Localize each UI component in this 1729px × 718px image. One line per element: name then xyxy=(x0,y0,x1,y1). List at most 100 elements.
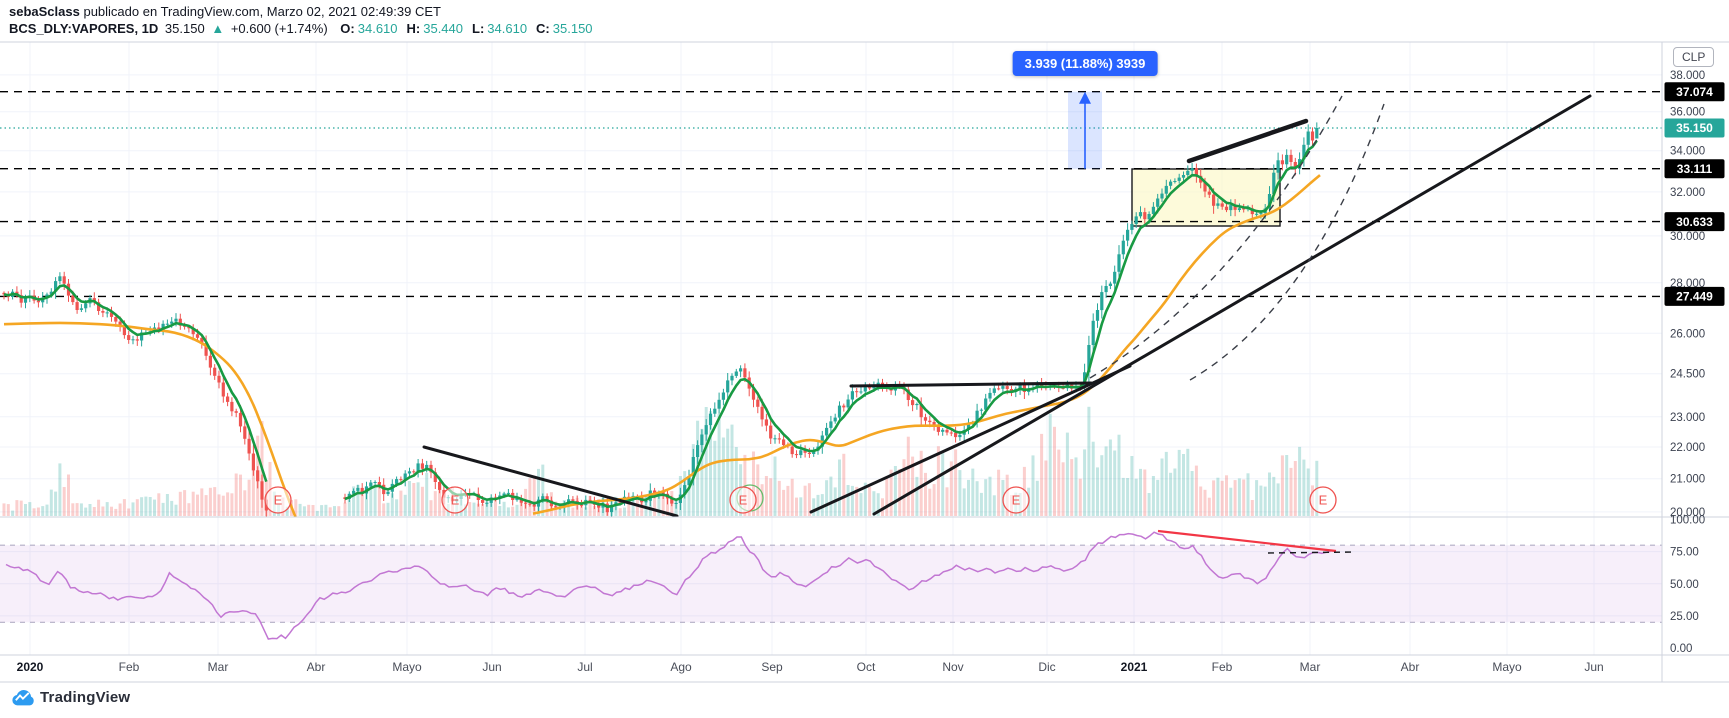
volume-bar xyxy=(1164,451,1168,516)
volume-bar xyxy=(144,496,148,516)
volume-bar xyxy=(174,504,178,516)
volume-bar xyxy=(161,502,165,516)
candle-body xyxy=(243,426,247,439)
volume-bar xyxy=(1147,493,1151,516)
volume-bar xyxy=(1083,449,1087,516)
volume-bar xyxy=(541,464,545,516)
candle-body xyxy=(157,327,161,330)
candle-body xyxy=(1302,144,1306,160)
price-badges: 37.074 35.150 33.111 30.633 27.449 xyxy=(1664,82,1725,306)
volume-bar xyxy=(932,484,936,516)
volume-bar xyxy=(420,486,424,516)
candle-body xyxy=(773,438,777,440)
candle-body xyxy=(161,323,165,330)
volume-bar xyxy=(1177,449,1181,516)
price-tick-label: 28.000 xyxy=(1670,278,1705,290)
volume-bar xyxy=(377,483,381,516)
volume-bar xyxy=(799,497,803,516)
rsi-band-fill xyxy=(0,545,1662,623)
candle-body xyxy=(395,479,399,484)
candle-body xyxy=(1173,181,1177,182)
volume-bar xyxy=(36,507,40,516)
triangle-resistance xyxy=(849,381,1093,388)
volume-bar xyxy=(1031,455,1035,516)
volume-bar xyxy=(1173,468,1177,516)
volume-bar xyxy=(148,497,152,516)
candle-body xyxy=(36,300,40,303)
long-uptrend-support xyxy=(872,94,1592,516)
volume xyxy=(2,406,1319,516)
trendlines xyxy=(422,94,1592,518)
candle-body xyxy=(407,471,412,474)
time-tick-label: Feb xyxy=(119,660,140,674)
volume-bar xyxy=(153,499,156,516)
volume-bar xyxy=(208,487,212,516)
candle-body xyxy=(135,339,139,341)
ma-fast-line xyxy=(344,139,1318,508)
tradingview-logo[interactable]: TradingView xyxy=(10,688,130,707)
volume-bar xyxy=(881,498,884,516)
rsi-tick-label: 75.00 xyxy=(1670,547,1699,559)
candle-body xyxy=(1138,212,1143,217)
candle-body xyxy=(764,419,768,426)
volume-bar xyxy=(127,508,131,516)
candle-body xyxy=(717,399,721,409)
consolidation-box xyxy=(1131,168,1281,227)
volume-bar xyxy=(365,493,368,516)
candle-body xyxy=(696,445,700,457)
earnings-marker: E xyxy=(264,486,292,514)
earnings-marker: E xyxy=(1002,486,1030,514)
last-price: 35.150 xyxy=(164,21,205,36)
ma-slow-line xyxy=(3,321,297,517)
volume-bar xyxy=(67,474,70,516)
volume-bar xyxy=(485,501,489,516)
candle-body xyxy=(708,413,713,426)
currency-button[interactable]: CLP xyxy=(1673,47,1715,67)
volume-bar xyxy=(962,488,966,516)
candle-body xyxy=(54,281,58,292)
candle-body xyxy=(1315,128,1319,139)
volume-bar xyxy=(975,481,979,516)
candle-body xyxy=(1207,191,1211,195)
candle-body xyxy=(644,500,648,503)
volume-bar xyxy=(1246,473,1250,516)
candle-body xyxy=(178,318,182,326)
volume-bar xyxy=(1289,467,1293,516)
volume-bar xyxy=(425,473,429,516)
volume-bar xyxy=(984,479,988,516)
volume-bar xyxy=(2,503,6,516)
time-tick-label: Mar xyxy=(1300,660,1321,674)
candle-body xyxy=(545,496,549,501)
volume-bar xyxy=(979,492,983,516)
volume-bar xyxy=(661,491,665,516)
rsi-tick-label: 0.00 xyxy=(1670,643,1692,655)
candle-body xyxy=(75,302,79,310)
candle-body xyxy=(949,432,953,434)
volume-bar xyxy=(584,507,588,516)
candle-body xyxy=(118,321,122,327)
candle-body xyxy=(416,463,420,472)
volume-bar xyxy=(863,482,867,516)
volume-bar xyxy=(1293,461,1297,516)
volume-bar xyxy=(472,502,476,516)
candle-body xyxy=(247,438,251,454)
volume-bar xyxy=(1151,476,1155,516)
volume-bar xyxy=(41,506,45,516)
volume-bar xyxy=(79,503,83,516)
candle-body xyxy=(751,388,756,400)
candle-body xyxy=(687,476,691,486)
volume-bar xyxy=(1268,472,1271,516)
volume-bar xyxy=(829,476,833,516)
rsi-tick-label: 100.00 xyxy=(1670,515,1705,527)
candle-body xyxy=(915,404,919,406)
candle-body xyxy=(661,492,665,494)
candle-body xyxy=(863,387,867,392)
candle-body xyxy=(230,401,234,412)
volume-bar xyxy=(114,508,118,516)
volume-bar xyxy=(54,491,58,516)
candle-body xyxy=(760,406,764,420)
candle-body xyxy=(730,375,734,381)
volume-bar xyxy=(773,456,777,516)
candle-body xyxy=(911,400,915,406)
volume-bar xyxy=(92,507,96,516)
